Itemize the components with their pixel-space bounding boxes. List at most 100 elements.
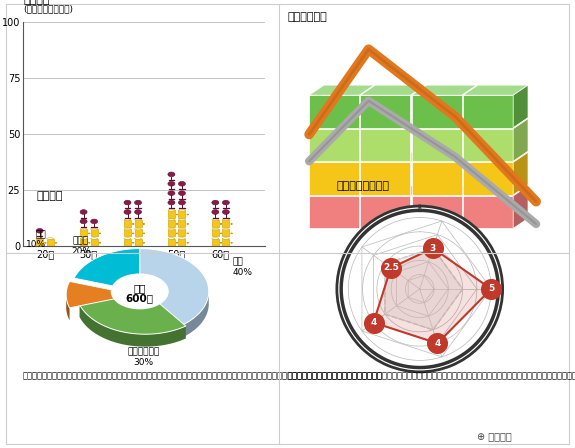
Ellipse shape [212, 238, 219, 239]
Polygon shape [374, 248, 491, 343]
Polygon shape [79, 305, 186, 347]
Polygon shape [412, 129, 462, 161]
FancyBboxPatch shape [80, 229, 87, 237]
Ellipse shape [80, 210, 87, 214]
Polygon shape [79, 291, 186, 334]
Polygon shape [309, 85, 374, 95]
Polygon shape [513, 85, 528, 128]
Ellipse shape [91, 228, 98, 230]
Ellipse shape [91, 219, 98, 224]
Ellipse shape [168, 238, 175, 239]
Ellipse shape [80, 219, 87, 224]
FancyBboxPatch shape [212, 229, 219, 237]
Ellipse shape [124, 200, 131, 205]
Polygon shape [385, 248, 463, 330]
FancyBboxPatch shape [223, 220, 229, 227]
Polygon shape [66, 293, 70, 320]
Text: 3: 3 [430, 244, 436, 253]
FancyBboxPatch shape [47, 238, 53, 246]
FancyBboxPatch shape [124, 229, 131, 237]
Text: (単位：万リットル): (単位：万リットル) [23, 4, 73, 13]
Polygon shape [463, 129, 513, 161]
Ellipse shape [135, 210, 141, 214]
FancyBboxPatch shape [124, 238, 131, 246]
FancyBboxPatch shape [135, 229, 141, 237]
Point [369, 319, 378, 326]
Text: ときどき必要
30%: ときどき必要 30% [127, 347, 159, 367]
FancyBboxPatch shape [36, 238, 43, 246]
Text: 5: 5 [488, 284, 494, 293]
Ellipse shape [124, 238, 131, 239]
Ellipse shape [212, 228, 219, 230]
Ellipse shape [168, 181, 175, 186]
Ellipse shape [135, 238, 141, 239]
Text: 円グラフ: 円グラフ [36, 191, 63, 201]
FancyBboxPatch shape [223, 229, 229, 237]
Polygon shape [463, 85, 528, 95]
FancyBboxPatch shape [212, 220, 219, 227]
Ellipse shape [212, 210, 219, 214]
Polygon shape [309, 186, 374, 196]
Polygon shape [361, 186, 426, 196]
Polygon shape [309, 95, 359, 128]
Text: 折れ線グラフ: 折れ線グラフ [288, 12, 327, 22]
FancyBboxPatch shape [178, 238, 186, 246]
Point [386, 264, 396, 271]
Ellipse shape [47, 238, 53, 239]
FancyBboxPatch shape [135, 238, 141, 246]
Polygon shape [412, 152, 477, 162]
Polygon shape [463, 196, 513, 228]
Ellipse shape [212, 219, 219, 220]
Text: 折れ線グラフは立体化すると、線が見やすくなります。レーダーチャートは基準線とパラメーターを重ねると、分布と比較がわかりやすくなります。: 折れ線グラフは立体化すると、線が見やすくなります。レーダーチャートは基準線とパラ… [288, 372, 575, 381]
Ellipse shape [223, 228, 229, 230]
FancyBboxPatch shape [91, 229, 98, 237]
Ellipse shape [168, 191, 175, 195]
Polygon shape [412, 95, 462, 128]
Ellipse shape [178, 200, 186, 205]
Text: 4: 4 [370, 318, 377, 327]
Ellipse shape [124, 219, 131, 220]
Ellipse shape [178, 238, 186, 239]
Text: 600名: 600名 [126, 293, 154, 303]
Ellipse shape [135, 200, 141, 205]
FancyBboxPatch shape [135, 220, 141, 227]
FancyBboxPatch shape [178, 210, 186, 217]
Text: 4: 4 [434, 339, 440, 348]
Polygon shape [463, 95, 513, 128]
Ellipse shape [178, 210, 186, 211]
Polygon shape [361, 162, 411, 195]
Ellipse shape [178, 219, 186, 220]
Polygon shape [513, 119, 528, 161]
Ellipse shape [80, 228, 87, 230]
Text: 不要
10%: 不要 10% [26, 230, 47, 249]
Polygon shape [181, 290, 209, 338]
FancyBboxPatch shape [124, 220, 131, 227]
Polygon shape [361, 95, 411, 128]
Polygon shape [463, 119, 528, 129]
FancyBboxPatch shape [178, 220, 186, 227]
Ellipse shape [168, 172, 175, 177]
Polygon shape [309, 162, 359, 195]
FancyBboxPatch shape [178, 229, 186, 237]
Polygon shape [412, 186, 477, 196]
Ellipse shape [168, 228, 175, 230]
Ellipse shape [112, 274, 168, 309]
Polygon shape [309, 119, 374, 129]
Polygon shape [412, 119, 477, 129]
Ellipse shape [80, 238, 87, 239]
Ellipse shape [124, 210, 131, 214]
Polygon shape [463, 152, 528, 162]
Text: 棒グラフ: 棒グラフ [23, 0, 49, 5]
Polygon shape [361, 152, 426, 162]
Ellipse shape [223, 238, 229, 239]
Ellipse shape [135, 228, 141, 230]
Point [428, 245, 438, 252]
FancyBboxPatch shape [223, 238, 229, 246]
FancyBboxPatch shape [91, 238, 98, 246]
Ellipse shape [91, 238, 98, 239]
Polygon shape [361, 119, 426, 129]
FancyBboxPatch shape [168, 229, 175, 237]
Polygon shape [74, 249, 140, 291]
Ellipse shape [168, 210, 175, 211]
FancyBboxPatch shape [80, 238, 87, 246]
